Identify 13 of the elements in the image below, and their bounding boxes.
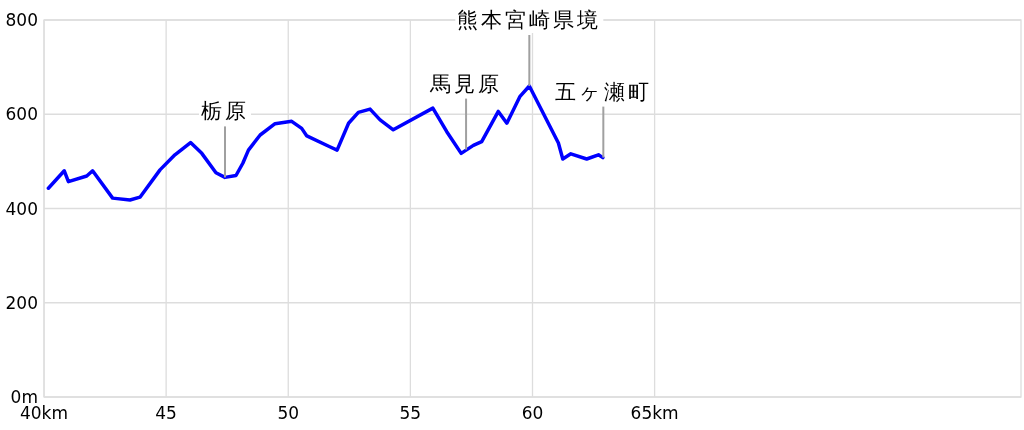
x-tick-label: 65km bbox=[630, 403, 679, 423]
annotation: 栃原 bbox=[200, 99, 249, 124]
x-tick-label: 50 bbox=[277, 403, 300, 423]
x-tick-label: 55 bbox=[399, 403, 422, 423]
x-tick-label: 45 bbox=[155, 403, 177, 423]
annotation: 五ヶ瀬町 bbox=[554, 79, 652, 104]
annotation: 熊本宮崎県境 bbox=[457, 7, 602, 32]
y-tick-label: 400 bbox=[5, 198, 38, 219]
y-tick-label: 800 bbox=[5, 10, 38, 30]
y-tick-label: 600 bbox=[5, 104, 38, 125]
x-tick-label: 60 bbox=[521, 403, 544, 423]
y-tick-label: 200 bbox=[5, 292, 38, 313]
annotation: 馬見原 bbox=[429, 71, 503, 96]
